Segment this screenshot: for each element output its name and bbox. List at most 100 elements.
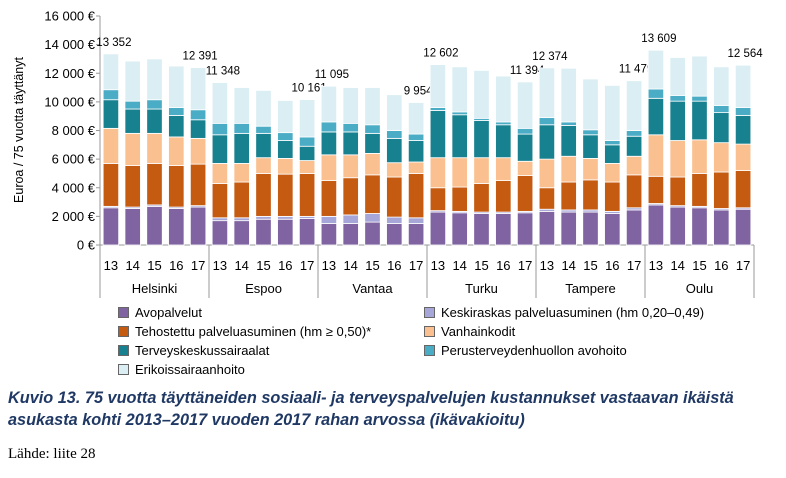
bar-segment: [124, 165, 141, 208]
bar-segment: [320, 180, 338, 217]
legend-swatch: [118, 326, 129, 337]
bar-segment: [560, 211, 577, 246]
legend-swatch: [118, 307, 129, 318]
x-tick-year: 13: [322, 258, 336, 273]
x-tick-year: 13: [431, 258, 445, 273]
x-tick-year: 15: [692, 258, 706, 273]
bar-segment: [255, 215, 272, 220]
legend-label: Erikoissairaanhoito: [135, 362, 245, 377]
bar-segment: [342, 131, 359, 156]
x-tick-year: 15: [365, 258, 379, 273]
bar-segment: [516, 133, 534, 162]
bar-segment: [560, 67, 577, 123]
bar-segment: [189, 206, 207, 246]
x-tick-year: 15: [256, 258, 270, 273]
x-tick-year: 16: [387, 258, 401, 273]
bar-segment: [538, 210, 556, 246]
x-tick-year: 14: [561, 258, 575, 273]
bar-segment: [124, 108, 141, 134]
data-label-total: 11 348: [206, 66, 240, 78]
bar-segment: [691, 173, 708, 207]
bar-segment: [451, 157, 468, 188]
x-tick-year: 14: [343, 258, 357, 273]
bar-segment: [386, 137, 403, 164]
bar-segment: [386, 216, 403, 224]
bar-segment: [189, 67, 207, 111]
x-group-label: Tampere: [565, 281, 616, 296]
bar-segment: [211, 220, 229, 246]
bar-segment: [473, 157, 490, 184]
x-tick-year: 14: [452, 258, 466, 273]
bar-segment: [386, 223, 403, 246]
bar-segment: [102, 207, 120, 246]
bar-segment: [669, 95, 686, 102]
legend-swatch: [424, 307, 435, 318]
bar-segment: [168, 136, 185, 166]
data-label-total: 12 391: [183, 51, 218, 63]
bar-segment: [298, 136, 316, 147]
x-tick-year: 17: [736, 258, 750, 273]
bar-segment: [647, 88, 665, 99]
bar-segment: [255, 90, 272, 127]
bar-segment: [516, 160, 534, 176]
x-tick-year: 14: [125, 258, 139, 273]
bar-segment: [407, 217, 425, 224]
y-tick-label: 4 000 €: [52, 180, 96, 195]
bar-segment: [560, 125, 577, 157]
bar-segment: [364, 124, 381, 134]
data-label-total: 11 394: [510, 65, 545, 77]
bar-segment: [168, 107, 185, 116]
bar-segment: [189, 137, 207, 165]
bar-segment: [429, 211, 447, 246]
x-tick-year: 14: [670, 258, 684, 273]
bar-segment: [734, 107, 752, 116]
bar-segment: [713, 66, 730, 106]
bar-segment: [364, 213, 381, 223]
bar-segment: [669, 100, 686, 141]
bar-segment: [625, 174, 643, 209]
data-label-total: 9 954: [404, 86, 433, 98]
bar-segment: [320, 223, 338, 246]
bar-segment: [582, 134, 599, 159]
bar-segment: [320, 215, 338, 224]
bar-segment: [538, 124, 556, 160]
bar-segment: [211, 183, 229, 219]
bar-segment: [451, 111, 468, 116]
bar-segment: [277, 173, 294, 217]
bar-segment: [473, 183, 490, 213]
bar-segment: [713, 112, 730, 144]
bar-segment: [233, 163, 250, 183]
legend-item-perusterveydenhuolto: Perusterveydenhuollon avohoito: [424, 343, 627, 358]
x-group-label: Vantaa: [352, 281, 393, 296]
bar-segment: [713, 142, 730, 173]
bar-segment: [364, 221, 381, 246]
bar-segment: [255, 132, 272, 159]
source-note: Lähde: liite 28: [8, 446, 96, 462]
x-tick-year: 15: [474, 258, 488, 273]
bar-segment: [298, 99, 316, 138]
bar-segment: [364, 87, 381, 126]
bar-segment: [364, 174, 381, 214]
bar-segment: [277, 215, 294, 220]
bar-segment: [669, 57, 686, 96]
bar-segment: [691, 95, 708, 102]
bar-segment: [604, 213, 621, 246]
bar-segment: [669, 176, 686, 207]
bar-segment: [473, 120, 490, 159]
bar-segment: [691, 207, 708, 246]
bar-segment: [386, 130, 403, 139]
bar-segment: [102, 127, 120, 164]
bar-segment: [146, 58, 163, 101]
bar-segment: [255, 218, 272, 246]
bar-segment: [647, 134, 665, 177]
bar-segment: [625, 80, 643, 131]
legend-label: Perusterveydenhuollon avohoito: [441, 343, 627, 358]
legend-item-keskiraskas: Keskiraskas palveluasuminen (hm 0,20–0,4…: [424, 305, 704, 320]
bar-segment: [669, 140, 686, 178]
bar-segment: [124, 208, 141, 246]
bar-segment: [734, 208, 752, 246]
bar-segment: [516, 212, 534, 246]
bar-segment: [233, 132, 250, 164]
x-tick-year: 17: [627, 258, 641, 273]
bar-segment: [233, 122, 250, 134]
